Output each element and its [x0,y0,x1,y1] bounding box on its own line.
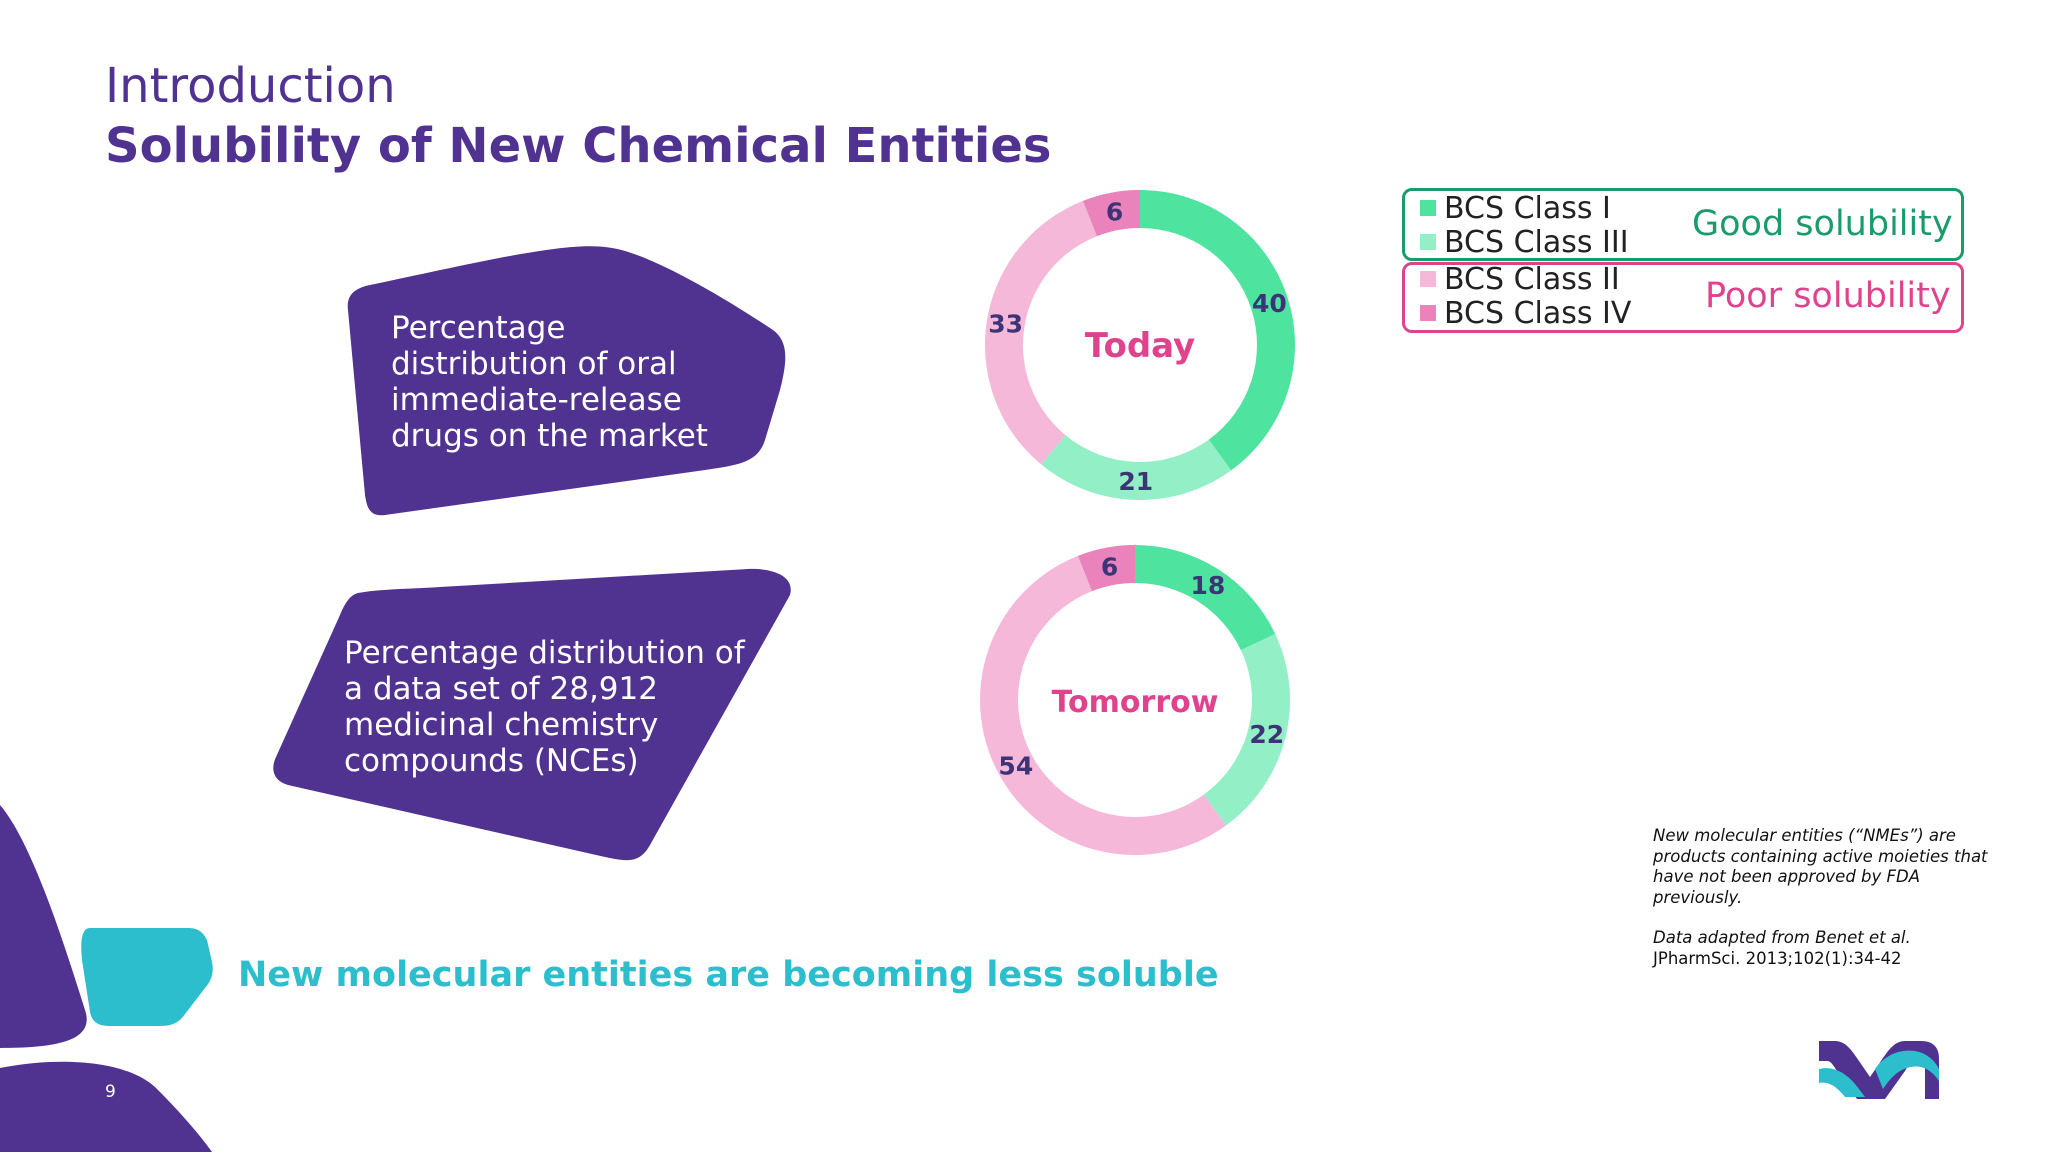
legend-item-class-iv: BCS Class IV [1420,295,1632,331]
tomorrow-callout-shape [273,568,791,861]
legend-swatch-class-ii [1420,271,1436,287]
legend-item-class-iii: BCS Class III [1420,224,1629,260]
donut-slice-bcs-class-ii [985,200,1097,465]
legend-item-class-i: BCS Class I [1420,190,1629,226]
page-title: Solubility of New Chemical Entities [105,118,1052,174]
legend-poor-box [1402,262,1964,333]
today-callout-line: drugs on the market [391,418,708,454]
today-callout-line: immediate-release [391,382,682,418]
tomorrow-callout-line: compounds (NCEs) [344,743,639,779]
donut-center-title: Today [1085,326,1195,366]
key-message: New molecular entities are becoming less… [238,955,1219,995]
legend-swatch-class-iii [1420,234,1436,250]
legend-poor-items: BCS Class II BCS Class IV [1420,261,1632,331]
donut-slice-bcs-class-i [1140,190,1295,471]
donut-value-label: 6 [1101,552,1118,581]
good-solubility-tag: Good solubility [1692,204,1953,244]
donut-value-label: 21 [1118,467,1153,496]
footnote-source-line1: Data adapted from Benet et al. [1653,928,1911,947]
legend-swatch-class-iv [1420,305,1436,321]
donut-slice-bcs-class-iii [1203,634,1290,826]
today-callout-text: Percentage distribution of oral immediat… [391,310,708,454]
donut-value-label: 22 [1249,720,1284,749]
legend-good-box [1402,188,1964,261]
donut-center-title: Tomorrow [1052,685,1219,720]
legend-label: BCS Class I [1444,190,1611,226]
today-callout-line: distribution of oral [391,346,677,382]
legend-good-items: BCS Class I BCS Class III [1420,190,1629,260]
footnote-source: Data adapted from Benet et al. JPharmSci… [1653,928,1993,969]
today-donut-chart: 40 21 33 6 Today [985,190,1295,500]
today-callout-line: Percentage [391,310,566,346]
tomorrow-callout-text: Percentage distribution of a data set of… [344,635,745,779]
donut-value-label: 40 [1252,289,1287,318]
m-logo-icon [1819,1041,1939,1099]
donut-value-label: 18 [1190,571,1225,600]
footnote: New molecular entities (“NMEs”) are prod… [1653,826,1993,969]
legend-label: BCS Class II [1444,261,1620,297]
section-heading: Introduction [105,58,396,114]
today-callout-shape [347,246,786,516]
footnote-source-line2: JPharmSci. 2013;102(1):34-42 [1653,948,1902,968]
page-number: 9 [105,1082,116,1102]
tomorrow-callout-line: medicinal chemistry [344,707,659,743]
donut-slice-bcs-class-iii [1041,435,1232,500]
donut-slice-bcs-class-i [1135,545,1276,651]
donut-value-label: 33 [988,310,1023,339]
teal-hex-shape [81,928,213,1026]
corner-blob-lower [0,1061,212,1152]
poor-solubility-tag: Poor solubility [1705,276,1951,316]
donut-value-label: 54 [998,752,1033,781]
corner-blob-upper [0,805,87,1048]
legend-item-class-ii: BCS Class II [1420,261,1631,297]
donut-value-label: 6 [1106,197,1123,226]
donut-slice-bcs-class-iv [1082,190,1140,237]
tomorrow-callout-line: Percentage distribution of [344,635,745,671]
donut-slice-bcs-class-ii [980,555,1227,855]
legend-label: BCS Class IV [1444,295,1632,331]
donut-slice-bcs-class-iv [1077,545,1135,592]
legend-swatch-class-i [1420,200,1436,216]
tomorrow-donut-chart: 18 22 54 6 Tomorrow [980,545,1290,855]
legend-label: BCS Class III [1444,224,1629,260]
tomorrow-callout-line: a data set of 28,912 [344,671,658,707]
footnote-definition: New molecular entities (“NMEs”) are prod… [1653,826,1988,907]
